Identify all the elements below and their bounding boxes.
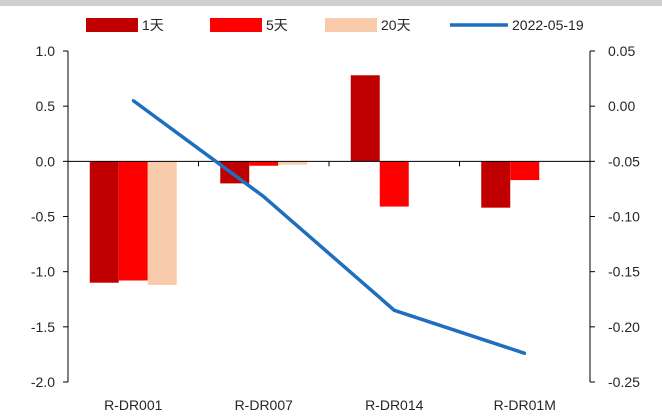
category-label: R-DR014 — [365, 397, 424, 413]
legend-swatch-3 — [325, 18, 377, 32]
legend-label-3: 20天 — [381, 17, 411, 33]
line-point — [523, 351, 527, 355]
line-series-2022-05-19 — [132, 99, 526, 355]
left-tick-label: -1.0 — [31, 264, 55, 280]
right-tick-label: 0.00 — [608, 98, 635, 114]
legend-label-4: 2022-05-19 — [512, 17, 584, 33]
bar-1-r-dr014 — [350, 75, 380, 162]
legend-swatch-2 — [210, 18, 262, 32]
legend-swatch-1 — [86, 18, 138, 32]
bar-2-r-dr014 — [379, 161, 409, 207]
left-tick-label: -1.5 — [31, 319, 55, 335]
right-tick-label: -0.05 — [608, 153, 640, 169]
left-tick-label: -0.5 — [31, 209, 55, 225]
bar-1-r-dr01m — [481, 161, 511, 208]
line-point — [392, 308, 396, 312]
category-label: R-DR007 — [235, 397, 294, 413]
line-point — [131, 99, 135, 103]
bar-2-r-dr007 — [249, 161, 279, 166]
top-border-strip — [0, 0, 662, 6]
left-tick-label: 0.5 — [36, 98, 56, 114]
left-tick-label: 1.0 — [36, 43, 56, 59]
right-tick-label: 0.05 — [608, 43, 635, 59]
bar-3-r-dr001 — [147, 161, 177, 285]
left-tick-label: 0.0 — [36, 153, 56, 169]
bar-1-r-dr007 — [220, 161, 250, 184]
right-tick-label: -0.15 — [608, 264, 640, 280]
bar-2-r-dr01m — [510, 161, 540, 181]
legend-label-2: 5天 — [266, 17, 288, 33]
category-label: R-DR001 — [104, 397, 163, 413]
line-point — [262, 195, 266, 199]
bar-1-r-dr001 — [89, 161, 119, 283]
right-tick-label: -0.10 — [608, 209, 640, 225]
right-tick-label: -0.25 — [608, 374, 640, 390]
left-tick-label: -2.0 — [31, 374, 55, 390]
right-tick-label: -0.20 — [608, 319, 640, 335]
bar-2-r-dr001 — [118, 161, 148, 281]
category-label: R-DR01M — [494, 397, 556, 413]
bar-3-r-dr007 — [278, 161, 308, 165]
legend-label-1: 1天 — [142, 17, 164, 33]
